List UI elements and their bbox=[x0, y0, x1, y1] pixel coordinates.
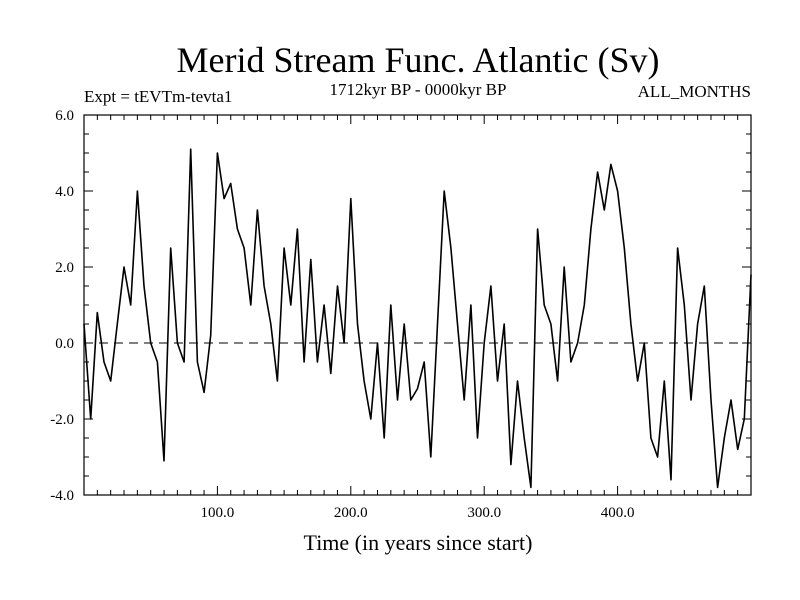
y-tick-label: 0.0 bbox=[55, 336, 74, 352]
y-tick-label: -2.0 bbox=[50, 412, 74, 428]
time-range-label: 1712kyr BP - 0000kyr BP bbox=[330, 80, 507, 99]
y-tick-label: 6.0 bbox=[55, 108, 74, 124]
y-tick-label: 2.0 bbox=[55, 260, 74, 276]
x-tick-label: 100.0 bbox=[201, 505, 235, 521]
x-axis-label: Time (in years since start) bbox=[304, 530, 533, 555]
axis-tick-labels: 100.0 200.0 300.0 400.0 6.0 4.0 2.0 0.0 -2.0 -4.0 bbox=[50, 108, 634, 521]
x-tick-label: 400.0 bbox=[601, 505, 635, 521]
y-tick-label: 4.0 bbox=[55, 184, 74, 200]
axis-ticks bbox=[84, 115, 751, 495]
series-line bbox=[83, 148, 752, 489]
x-tick-label: 300.0 bbox=[467, 505, 501, 521]
experiment-label: Expt = tEVTm-tevta1 bbox=[84, 87, 232, 106]
x-tick-label: 200.0 bbox=[334, 505, 368, 521]
months-label: ALL_MONTHS bbox=[638, 82, 751, 101]
y-tick-label: -4.0 bbox=[50, 488, 74, 504]
chart-title: Merid Stream Func. Atlantic (Sv) bbox=[177, 40, 660, 80]
